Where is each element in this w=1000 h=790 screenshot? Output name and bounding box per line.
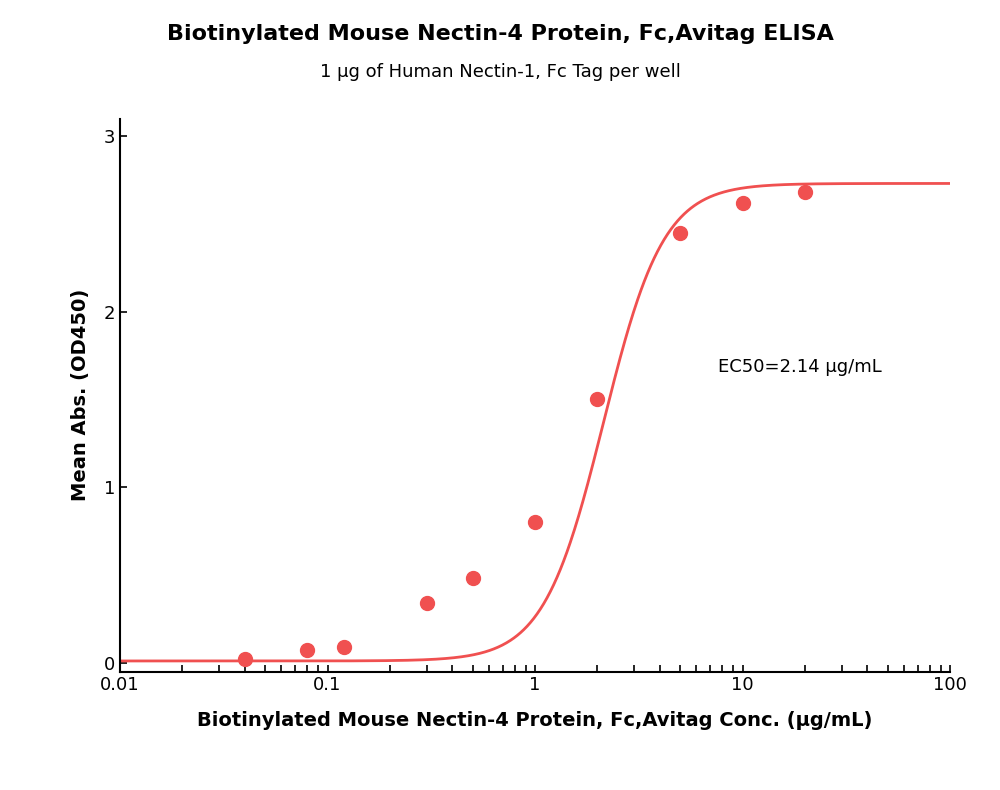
Point bbox=[797, 186, 813, 198]
Point bbox=[419, 596, 435, 609]
Point bbox=[336, 641, 352, 653]
Point bbox=[237, 653, 253, 665]
Point bbox=[465, 572, 481, 585]
Y-axis label: Mean Abs. (OD450): Mean Abs. (OD450) bbox=[71, 289, 90, 501]
Text: EC50=2.14 μg/mL: EC50=2.14 μg/mL bbox=[718, 359, 881, 376]
Point bbox=[589, 393, 605, 406]
Text: 1 μg of Human Nectin-1, Fc Tag per well: 1 μg of Human Nectin-1, Fc Tag per well bbox=[320, 63, 680, 81]
Point bbox=[299, 644, 315, 656]
Point bbox=[672, 226, 688, 239]
Point bbox=[527, 516, 543, 529]
X-axis label: Biotinylated Mouse Nectin-4 Protein, Fc,Avitag Conc. (μg/mL): Biotinylated Mouse Nectin-4 Protein, Fc,… bbox=[197, 711, 873, 730]
Text: Biotinylated Mouse Nectin-4 Protein, Fc,Avitag ELISA: Biotinylated Mouse Nectin-4 Protein, Fc,… bbox=[167, 24, 833, 43]
Point bbox=[734, 197, 750, 209]
